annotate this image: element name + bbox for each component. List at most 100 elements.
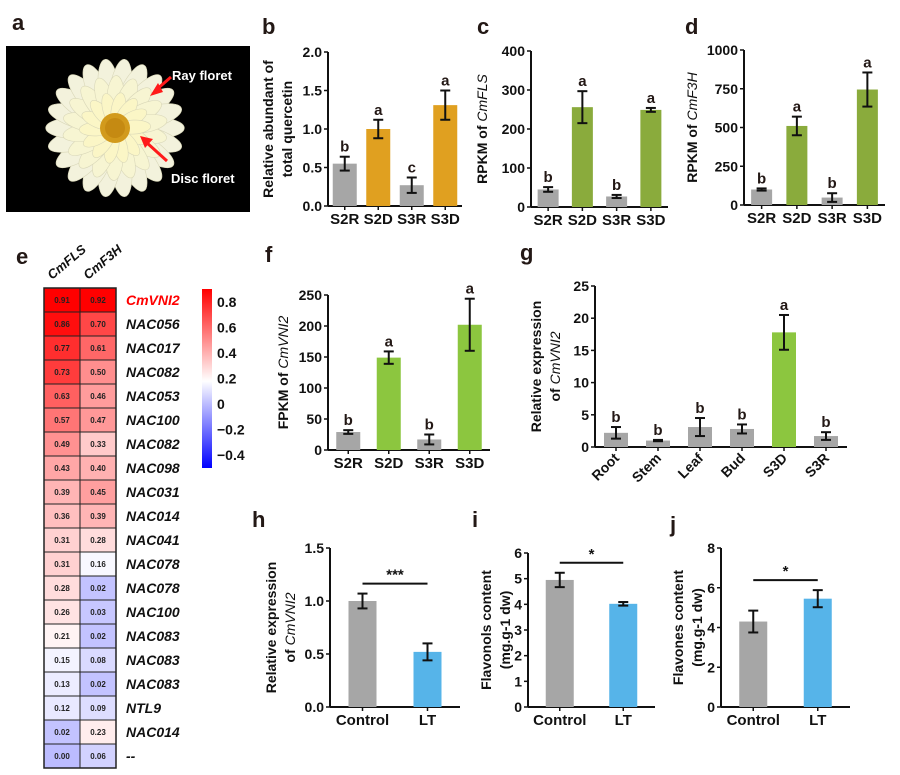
bar-s3d	[772, 332, 796, 447]
bar-s3d	[433, 105, 458, 206]
y-tick-label: 0.5	[305, 646, 325, 662]
gene-name: CmFLS	[474, 74, 490, 122]
significance-letter: b	[425, 417, 434, 434]
panel-label-h: h	[252, 507, 265, 532]
heatmap-cell	[43, 431, 81, 457]
heatmap-row-label: NAC014	[126, 724, 180, 740]
heatmap-cell-value: 0.08	[90, 656, 106, 665]
y-tick-label: 0	[514, 699, 522, 715]
y-axis-label: Relative expression	[528, 301, 544, 433]
y-tick-label: 0.0	[303, 198, 323, 214]
y-tick-label: 150	[299, 349, 323, 365]
y-tick-label: 2	[707, 659, 715, 675]
significance-letter: a	[863, 54, 872, 71]
heatmap-row-label: NAC017	[126, 340, 181, 356]
bar-control	[545, 579, 574, 707]
gene-name: CmVNI2	[275, 316, 291, 369]
ray-floret-label: Ray floret	[172, 68, 233, 83]
significance-letter: a	[385, 333, 394, 350]
bar-charts: 0.0 0.5 1.0 1.5 2.0 Relative abundant of total…	[260, 42, 885, 729]
heatmap-cell-value: 0.43	[54, 464, 70, 473]
y-tick-label: 100	[502, 160, 526, 176]
y-axis-label: Relative expression	[263, 562, 279, 694]
significance-letter: b	[757, 170, 766, 187]
heatmap-cell	[43, 503, 81, 529]
colorbar-tick-label: 0.8	[217, 294, 237, 310]
significance-letter: b	[544, 169, 553, 186]
y-tick-label: 50	[306, 411, 322, 427]
gene-name: CmF3H	[684, 71, 700, 120]
y-tick-label: 250	[299, 287, 323, 303]
x-tick-label: Leaf	[674, 450, 706, 482]
heatmap-cell-value: 0.26	[54, 608, 70, 617]
colorbar-tick-label: 0.2	[217, 371, 237, 387]
heatmap-cell	[79, 575, 117, 601]
y-tick-label: 5	[514, 571, 522, 587]
x-tick-label: S2D	[782, 210, 811, 227]
heatmap-cell	[79, 359, 117, 385]
bar-bud	[730, 428, 754, 447]
heatmap-cell-value: 0.00	[54, 752, 70, 761]
y-axis-label: Flavonols content	[478, 570, 494, 690]
bar-s3d	[856, 89, 878, 205]
y-axis-label: of CmVNI2	[282, 592, 298, 662]
y-tick-label: 400	[502, 43, 526, 59]
x-tick-label: Stem	[629, 450, 665, 486]
x-tick-label: S3D	[455, 455, 484, 472]
significance-letter: a	[466, 281, 475, 298]
x-tick-label: S2R	[534, 212, 563, 229]
disc-floret-label: Disc floret	[171, 171, 235, 186]
chart-i: 0 1 2 3 4 5 6 Flavonols content (mg.g-1 dw) Contr…	[478, 545, 655, 729]
chart-f: 0 50 100 150 200 250 FPKM of CmVNI2 b S2R a S2D b S3…	[275, 281, 490, 472]
x-tick-label: S2R	[334, 455, 363, 472]
heatmap-cell-value: 0.28	[54, 584, 70, 593]
heatmap-row-label: NAC100	[126, 604, 180, 620]
panel-label-g: g	[520, 240, 533, 265]
significance-letter: a	[793, 99, 802, 116]
bar-s2r	[336, 432, 361, 450]
y-axis-label: Relative abundant of	[260, 60, 276, 198]
colorbar-tick-label: −0.2	[217, 422, 245, 438]
chart-g: 0 5 10 15 20 25 Relative expression of CmVNI2 b R…	[528, 278, 847, 485]
colorbar-tick-label: 0.6	[217, 319, 237, 335]
y-axis-label-text: of	[547, 384, 563, 401]
y-tick-label: 6	[707, 580, 715, 596]
colorbar	[202, 289, 212, 468]
heatmap-row-label: NAC041	[126, 532, 180, 548]
y-tick-label: 500	[715, 120, 739, 136]
heatmap-cell	[79, 719, 117, 745]
heatmap-cell-value: 0.12	[54, 704, 70, 713]
y-axis-label-text: of	[282, 645, 298, 662]
x-tick-label: S2D	[374, 455, 403, 472]
x-tick-label: S3D	[636, 212, 665, 229]
bar-s2d	[571, 107, 593, 207]
gene-name: CmVNI2	[547, 331, 563, 384]
x-tick-label: S3R	[397, 211, 426, 228]
heatmap-row-label: NAC083	[126, 652, 180, 668]
y-tick-label: 8	[707, 540, 715, 556]
heatmap-column-label: CmF3H	[80, 241, 125, 282]
colorbar-tick-label: 0	[217, 396, 225, 412]
panel-a: a Ray floret Disc floret	[6, 10, 250, 212]
bar-control	[739, 621, 768, 707]
x-tick-label: S2R	[747, 210, 776, 227]
disc-center-inner	[105, 118, 125, 138]
y-tick-label: 200	[502, 121, 526, 137]
panel-label-i: i	[472, 507, 478, 532]
heatmap-cell-value: 0.86	[54, 320, 70, 329]
heatmap-cell-value: 0.63	[54, 392, 70, 401]
heatmap-cell-value: 0.40	[90, 464, 106, 473]
chart-c: 0 100 200 300 400 RPKM of CmFLS b S2R a S2D b S3R a S…	[474, 43, 668, 229]
heatmap-row-label: NAC083	[126, 676, 180, 692]
heatmap-cell-value: 0.47	[90, 416, 106, 425]
heatmap-cell-value: 0.31	[54, 560, 70, 569]
y-tick-label: 4	[514, 596, 522, 612]
significance-letter: b	[737, 406, 746, 423]
heatmap-cell-value: 0.39	[90, 512, 106, 521]
significance-stars: *	[589, 546, 595, 563]
y-tick-label: 200	[299, 318, 323, 334]
significance-letter: b	[340, 139, 349, 156]
significance-letter: b	[828, 175, 837, 192]
